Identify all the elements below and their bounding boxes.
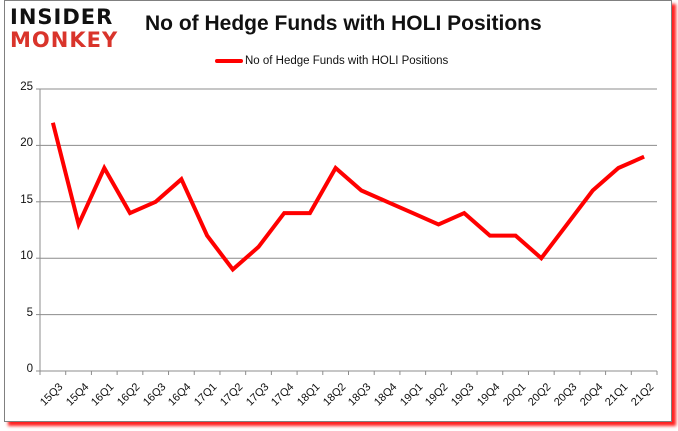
y-tick-label: 5 (26, 306, 33, 319)
gridlines (40, 88, 657, 316)
legend-label: No of Hedge Funds with HOLI Positions (245, 55, 449, 67)
y-tick-label: 15 (20, 193, 33, 206)
logo-line-insider: INSIDER (10, 5, 114, 29)
insider-monkey-logo: INSIDER MONKEY (10, 6, 126, 54)
axes (36, 88, 658, 375)
y-tick-label: 25 (20, 81, 33, 93)
chart-frame (4, 0, 672, 422)
chart-legend: No of Hedge Funds with HOLI Positions (215, 53, 448, 69)
y-tick-label: 0 (26, 363, 33, 375)
chart-title: No of Hedge Funds with HOLI Positions (145, 12, 542, 35)
y-tick-label: 20 (20, 137, 33, 150)
logo-line-monkey: MONKEY (10, 28, 119, 52)
series-line (50, 122, 645, 273)
y-tick-label: 10 (20, 250, 33, 263)
legend-line-swatch-icon (215, 59, 243, 63)
